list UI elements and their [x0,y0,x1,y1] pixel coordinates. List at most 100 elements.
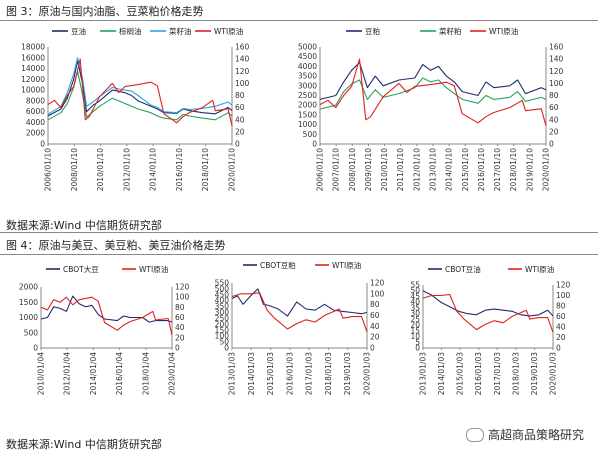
series-line-3 [319,58,547,126]
x-tick-label: 2019/01/03 [343,352,352,395]
y-tick-label: 400 [215,296,230,305]
y-tick-label: 0 [415,344,420,353]
chart-4: 0501001502002503003504004505005500204060… [215,260,385,395]
y2-tick-label: 160 [235,43,250,52]
y-tick-label: 40 [410,298,420,307]
y2-tick-label: 100 [175,293,190,302]
x-tick-label: 2010/01/10 [96,148,105,191]
x-tick-label: 2020/01/10 [228,148,237,191]
x-tick-label: 2015/01/03 [266,352,275,395]
y2-tick-label: 80 [370,300,380,309]
legend-label: CBOT豆油 [445,264,481,274]
y-tick-label: 50 [219,338,229,347]
y2-tick-label: 20 [549,127,559,136]
y-tick-label: 3000 [298,81,317,90]
x-tick-label: 2014/01/03 [247,352,256,395]
legend: CBOT大豆 WTI原油 [46,264,168,274]
y2-tick-label: 140 [235,55,250,64]
y-tick-label: 0 [312,140,317,149]
y-tick-label: 300 [215,308,230,317]
y2-tick-label: 100 [556,291,571,300]
y2-tick-label: 40 [235,115,245,124]
x-tick-label: 2014/01/03 [437,352,446,395]
y2-tick-label: 80 [235,91,245,100]
y-tick-label: 350 [215,302,230,311]
x-tick-label: 2013/01/10 [429,148,438,191]
x-tick-label: 2007/01/10 [332,148,341,191]
y2-tick-label: 20 [175,333,185,342]
y-tick-label: 1500 [298,110,317,119]
x-tick-label: 2014/01/04 [89,352,98,395]
legend-label: 棕榈油 [119,26,142,36]
y2-tick-label: 0 [235,140,240,149]
y-tick-label: 250 [215,314,230,323]
x-tick-label: 2012/01/10 [412,148,421,191]
x-tick-label: 2017/01/03 [305,352,314,395]
x-tick-label: 2012/01/04 [63,352,72,395]
watermark-text: 高超商品策略研究 [488,428,585,442]
y2-tick-label: 20 [556,333,566,342]
figure3-title: 图 3：原油与国内油脂、豆菜粕价格走势 [6,5,204,18]
y2-tick-label: 120 [175,283,190,292]
series-line-3 [47,57,233,115]
y-tick-label: 0 [33,344,38,353]
y2-tick-label: 60 [549,103,559,112]
figure3-bottom-rule [0,232,598,233]
legend-label: 菜籽粕 [439,26,462,36]
y-tick-label: 150 [215,326,230,335]
y-tick-label: 5 [415,338,420,347]
series-line-2 [40,296,173,336]
y-tick-label: 1000 [298,120,317,129]
x-tick-label: 2020/01/03 [549,352,558,395]
y2-tick-label: 80 [175,303,185,312]
y-tick-label: 20 [410,321,420,330]
wechat-icon [466,427,484,442]
x-tick-label: 2018/01/10 [201,148,210,191]
x-tick-label: 2018/01/10 [509,148,518,191]
y-tick-label: 550 [215,279,230,288]
y-tick-label: 4500 [298,52,317,61]
legend-label: WTI原油 [214,26,243,36]
y2-tick-label: 100 [370,289,385,298]
x-tick-label: 2014/01/10 [149,148,158,191]
y2-tick-label: 140 [549,55,564,64]
x-tick-label: 2016/01/04 [115,352,124,395]
y-tick-label: 1500 [19,298,38,307]
y-tick-label: 5000 [298,43,317,52]
y-tick-label: 30 [410,309,420,318]
y2-tick-label: 20 [235,127,245,136]
x-tick-label: 2020/01/03 [363,352,372,395]
x-tick-label: 2018/01/03 [511,352,520,395]
y-tick-label: 0 [224,344,229,353]
x-tick-label: 2015/01/03 [456,352,465,395]
x-tick-label: 2006/01/10 [316,148,325,191]
x-tick-label: 2008/01/10 [70,148,79,191]
y2-tick-label: 120 [549,67,564,76]
x-tick-label: 2009/01/10 [364,148,373,191]
y2-tick-label: 120 [556,281,571,290]
legend-label: 豆油 [71,26,86,36]
x-tick-label: 2017/01/10 [493,148,502,191]
y-tick-label: 35 [410,303,420,312]
legend-label: 豆粕 [365,26,380,36]
figure4-source: 数据来源:Wind 中信期货研究部 [6,438,162,451]
x-tick-label: 2012/01/10 [122,148,131,191]
y2-tick-label: 120 [235,67,250,76]
chart-5: 0510152025303540455055020406080100120201… [410,264,570,395]
y-tick-label: 500 [24,328,39,337]
y2-tick-label: 160 [549,43,564,52]
y-tick-label: 14000 [21,64,45,73]
y-tick-label: 2000 [19,283,38,292]
legend: 豆油 棕榈油 菜籽油 WTI原油 [52,26,243,36]
y-tick-label: 500 [303,130,318,139]
x-tick-label: 2016/01/03 [474,352,483,395]
y2-tick-label: 100 [549,79,564,88]
legend-label: 菜籽油 [169,26,192,36]
x-tick-label: 2010/01/04 [37,352,46,395]
y-tick-label: 4000 [298,62,317,71]
y-tick-label: 2000 [298,101,317,110]
series-line-2 [231,292,368,332]
y-tick-label: 500 [215,284,230,293]
y2-tick-label: 40 [370,322,380,331]
